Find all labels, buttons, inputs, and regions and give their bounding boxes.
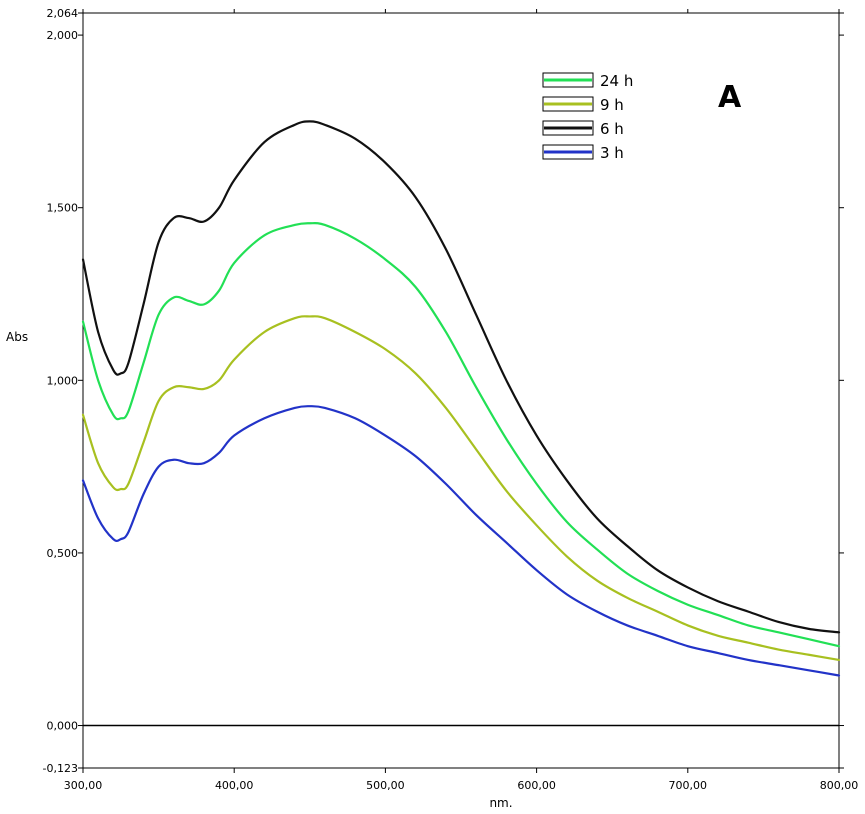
legend-label-9h: 9 h	[600, 96, 624, 114]
x-tick-label: 700,00	[669, 779, 708, 792]
series-line-9h	[81, 315, 841, 662]
y-tick-label: 1,500	[47, 202, 79, 215]
legend-label-24h: 24 h	[600, 72, 633, 90]
plot-frame	[82, 12, 840, 769]
series-line-6h	[81, 120, 841, 634]
legend-label-6h: 6 h	[600, 120, 624, 138]
x-axis-title: nm.	[489, 796, 512, 810]
legend-label-3h: 3 h	[600, 144, 624, 162]
y-tick-label: 2,064	[47, 7, 79, 20]
y-tick-label: 0,500	[47, 547, 79, 560]
x-tick-label: 400,00	[215, 779, 254, 792]
y-tick-label: 0,000	[47, 720, 79, 733]
x-tick-label: 600,00	[517, 779, 556, 792]
y-tick-label: -0,123	[43, 762, 78, 775]
panel-label: A	[718, 80, 742, 115]
x-tick-label: 300,00	[64, 779, 103, 792]
x-tick-label: 800,00	[820, 779, 859, 792]
x-tick-label: 500,00	[366, 779, 405, 792]
y-tick-label: 2,000	[47, 29, 79, 42]
y-axis-title: Abs	[6, 330, 28, 344]
series-line-24h	[81, 222, 841, 648]
y-tick-label: 1,000	[47, 374, 79, 387]
series-line-3h	[81, 405, 841, 677]
